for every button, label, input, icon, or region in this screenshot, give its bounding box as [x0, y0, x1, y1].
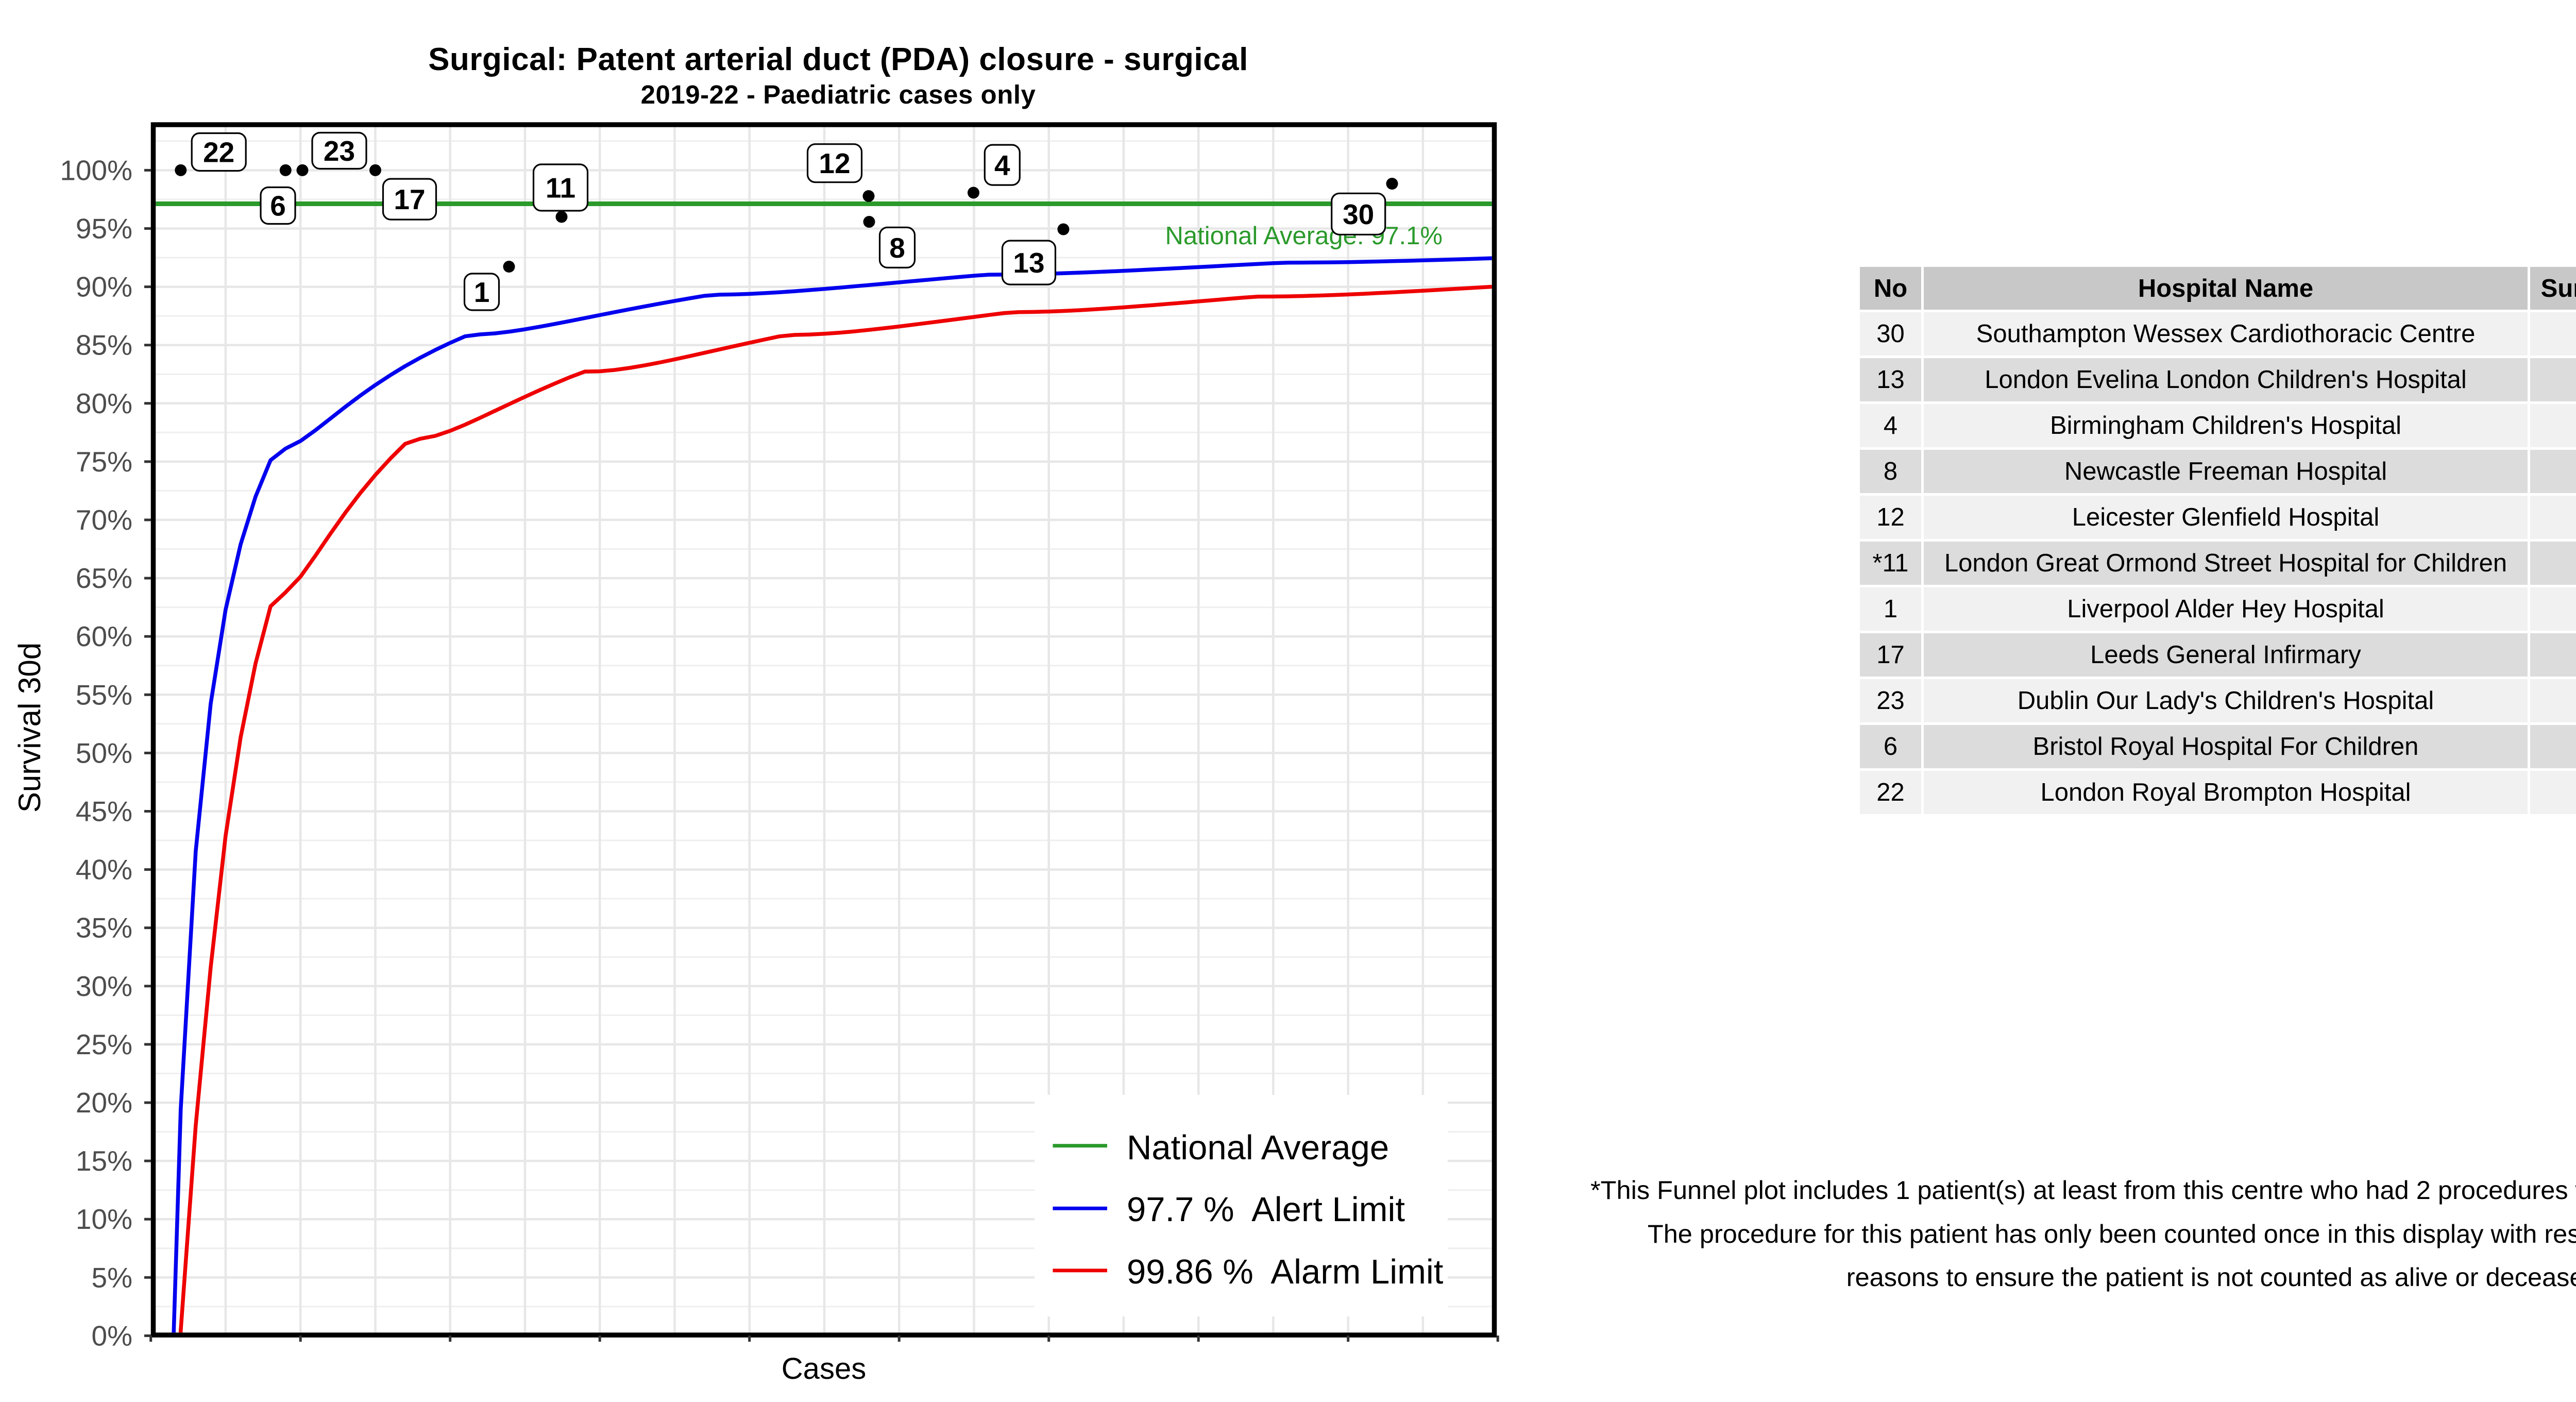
svg-text:55%: 55%	[76, 679, 132, 711]
svg-text:22: 22	[203, 137, 234, 168]
svg-text:15%: 15%	[76, 1145, 132, 1177]
svg-text:1: 1	[474, 276, 490, 308]
svg-text:85%: 85%	[76, 329, 132, 361]
svg-text:99.86 % Alarm Limit: 99.86 % Alarm Limit	[1127, 1253, 1444, 1291]
svg-text:4: 4	[994, 149, 1010, 181]
svg-text:20%: 20%	[76, 1087, 132, 1119]
svg-text:12: 12	[819, 147, 850, 179]
svg-text:Surgical: Patent arterial duct: Surgical: Patent arterial duct (PDA) clo…	[428, 42, 1248, 77]
svg-text:65%: 65%	[76, 562, 132, 594]
svg-text:11: 11	[546, 172, 575, 204]
svg-text:100%: 100%	[60, 154, 132, 186]
svg-text:90%: 90%	[76, 271, 132, 303]
svg-text:75%: 75%	[76, 446, 132, 478]
svg-text:10%: 10%	[76, 1203, 132, 1235]
svg-text:6: 6	[270, 190, 286, 222]
svg-text:45%: 45%	[76, 796, 132, 827]
svg-text:70%: 70%	[76, 504, 132, 536]
svg-text:30: 30	[1343, 198, 1374, 230]
svg-text:5%: 5%	[92, 1261, 133, 1293]
svg-text:30%: 30%	[76, 970, 132, 1002]
svg-text:Survival 30d: Survival 30d	[12, 643, 47, 813]
svg-text:23: 23	[324, 135, 355, 167]
svg-text:97.7 % Alert Limit: 97.7 % Alert Limit	[1127, 1190, 1405, 1229]
svg-text:13: 13	[1013, 247, 1044, 279]
svg-text:40%: 40%	[76, 854, 132, 886]
svg-text:National Average: National Average	[1127, 1128, 1389, 1167]
svg-text:National Average: 97.1%: National Average: 97.1%	[1165, 222, 1443, 250]
svg-text:80%: 80%	[76, 387, 132, 419]
svg-text:17: 17	[394, 183, 425, 215]
svg-text:95%: 95%	[76, 213, 132, 245]
svg-text:2019-22 - Paediatric cases onl: 2019-22 - Paediatric cases only	[641, 80, 1036, 109]
svg-text:50%: 50%	[76, 737, 132, 769]
svg-text:8: 8	[889, 232, 905, 264]
svg-text:Cases: Cases	[782, 1352, 866, 1386]
svg-text:25%: 25%	[76, 1028, 132, 1060]
svg-text:0%: 0%	[92, 1320, 133, 1352]
svg-text:35%: 35%	[76, 912, 132, 944]
svg-text:60%: 60%	[76, 620, 132, 652]
